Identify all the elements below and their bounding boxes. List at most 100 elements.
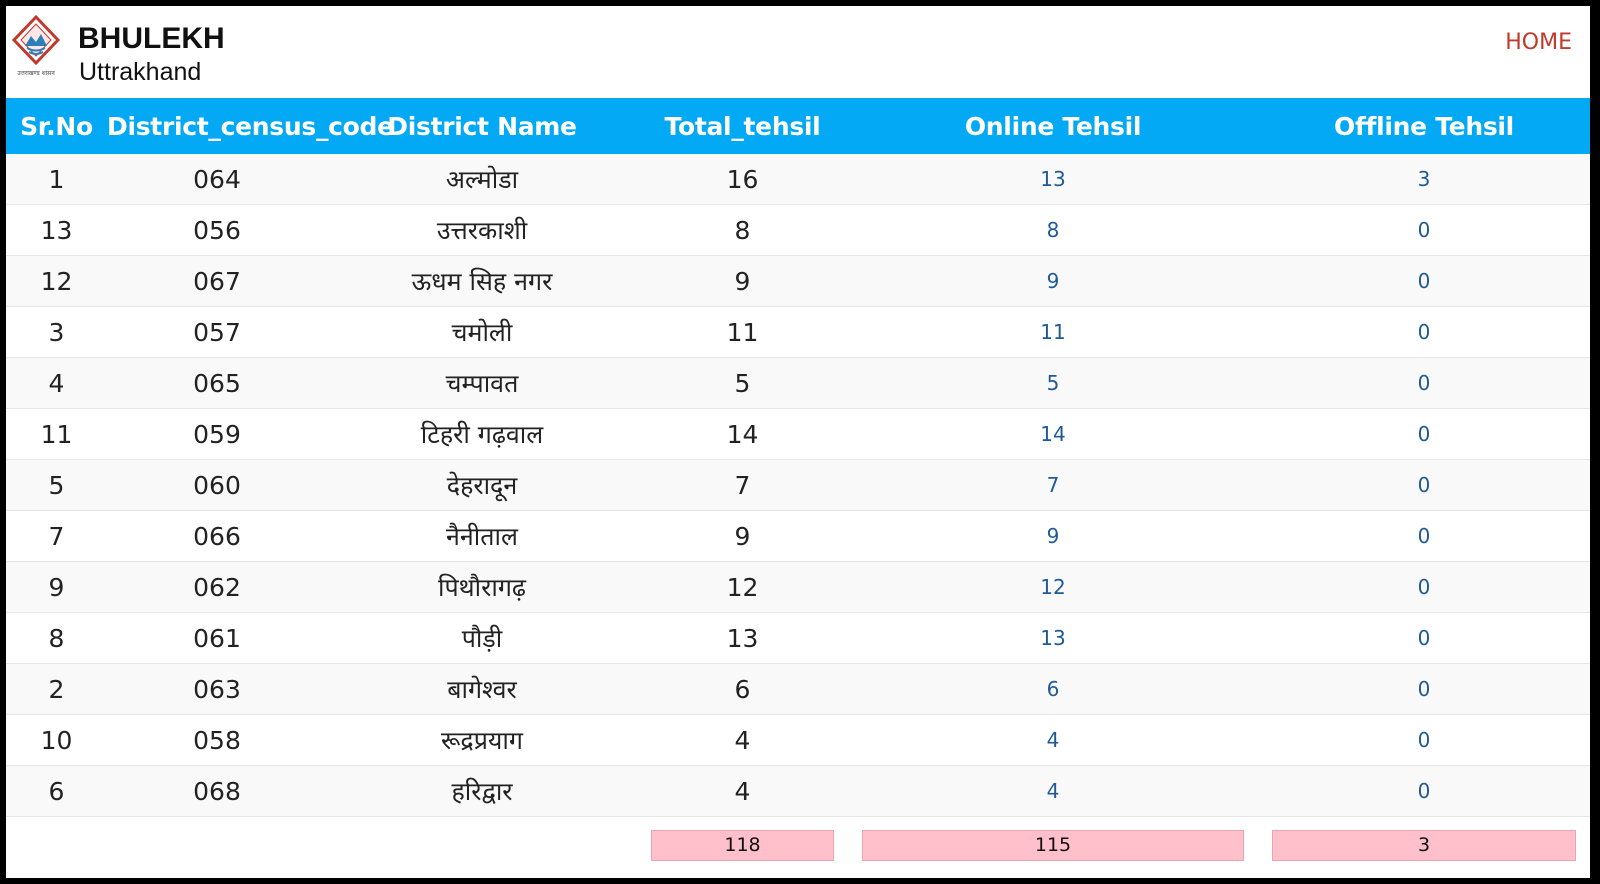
district-name-cell: देहरादून [327, 459, 637, 511]
online-tehsil-link[interactable]: 14 [1040, 422, 1066, 446]
census-code-cell: 056 [107, 204, 327, 256]
online-tehsil-cell: 9 [848, 255, 1258, 307]
online-tehsil-link[interactable]: 7 [1046, 473, 1060, 497]
total-offline-sum: 3 [1272, 829, 1576, 861]
header-total-tehsil: Total_tehsil [637, 98, 848, 154]
table-row: 3 057 चमोली 11 11 0 [6, 306, 1590, 358]
offline-tehsil-link[interactable]: 0 [1417, 422, 1431, 446]
table-row: 10 058 रूद्रप्रयाग 4 4 0 [6, 714, 1590, 766]
app-title: BHULEKH [78, 22, 225, 55]
table-row: 13 056 उत्तरकाशी 8 8 0 [6, 204, 1590, 256]
census-code-cell: 062 [107, 561, 327, 613]
online-tehsil-cell: 7 [848, 459, 1258, 511]
sr-no-cell: 9 [6, 561, 107, 613]
total-tehsil-cell: 8 [637, 204, 848, 256]
logo-caption: उत्तराखण्ड शासन [17, 70, 55, 77]
sr-no-cell: 10 [6, 714, 107, 766]
online-tehsil-cell: 9 [848, 510, 1258, 562]
online-tehsil-link[interactable]: 9 [1046, 524, 1060, 548]
total-tehsil-sum: 118 [651, 829, 834, 861]
total-tehsil-cell: 14 [637, 408, 848, 460]
offline-tehsil-cell: 0 [1258, 612, 1590, 664]
table-body: 1 064 अल्मोडा 16 13 3 13 056 उत्तरकाशी 8 8 0 12 067 ऊध… [6, 154, 1590, 817]
table-row: 1 064 अल्मोडा 16 13 3 [6, 154, 1590, 205]
table-row: 12 067 ऊधम सिह नगर 9 9 0 [6, 255, 1590, 307]
total-tehsil-cell: 4 [637, 714, 848, 766]
online-tehsil-cell: 13 [848, 612, 1258, 664]
district-name-cell: नैनीताल [327, 510, 637, 562]
header-district-name: District Name [327, 98, 637, 154]
offline-tehsil-link[interactable]: 0 [1417, 320, 1431, 344]
census-code-cell: 061 [107, 612, 327, 664]
offline-tehsil-cell: 0 [1258, 765, 1590, 817]
offline-tehsil-cell: 0 [1258, 408, 1590, 460]
offline-tehsil-cell: 0 [1258, 255, 1590, 307]
district-name-cell: हरिद्वार [327, 765, 637, 817]
offline-tehsil-link[interactable]: 3 [1417, 167, 1431, 191]
header-offline-tehsil: Offline Tehsil [1258, 98, 1590, 154]
offline-tehsil-link[interactable]: 0 [1417, 626, 1431, 650]
district-name-cell: टिहरी गढ़वाल [327, 408, 637, 460]
total-tehsil-cell: 4 [637, 765, 848, 817]
sr-no-cell: 6 [6, 765, 107, 817]
total-tehsil-cell: 16 [637, 154, 848, 205]
district-tehsil-table: Sr.No District_census_code District Name… [6, 98, 1590, 863]
page-frame: उत्तराखण्ड शासन BHULEKH Uttrakhand HOME … [6, 6, 1590, 878]
offline-tehsil-link[interactable]: 0 [1417, 473, 1431, 497]
total-tehsil-cell: 11 [637, 306, 848, 358]
sr-no-cell: 7 [6, 510, 107, 562]
census-code-cell: 063 [107, 663, 327, 715]
total-tehsil-cell: 6 [637, 663, 848, 715]
offline-tehsil-link[interactable]: 0 [1417, 524, 1431, 548]
home-link[interactable]: HOME [1505, 30, 1572, 55]
online-tehsil-link[interactable]: 13 [1040, 626, 1066, 650]
online-tehsil-link[interactable]: 12 [1040, 575, 1066, 599]
online-tehsil-link[interactable]: 11 [1040, 320, 1066, 344]
header: उत्तराखण्ड शासन BHULEKH Uttrakhand HOME [6, 6, 1590, 98]
offline-tehsil-link[interactable]: 0 [1417, 728, 1431, 752]
offline-tehsil-link[interactable]: 0 [1417, 371, 1431, 395]
online-tehsil-cell: 11 [848, 306, 1258, 358]
sr-no-cell: 5 [6, 459, 107, 511]
online-tehsil-link[interactable]: 4 [1046, 779, 1060, 803]
census-code-cell: 065 [107, 357, 327, 409]
offline-tehsil-cell: 0 [1258, 459, 1590, 511]
sr-no-cell: 11 [6, 408, 107, 460]
district-name-cell: अल्मोडा [327, 154, 637, 205]
total-offline-cell: 3 [1258, 817, 1590, 864]
online-tehsil-link[interactable]: 13 [1040, 167, 1066, 191]
header-district-census-code: District_census_code [107, 98, 394, 154]
online-tehsil-link[interactable]: 9 [1046, 269, 1060, 293]
table-row: 4 065 चम्पावत 5 5 0 [6, 357, 1590, 409]
sr-no-cell: 12 [6, 255, 107, 307]
offline-tehsil-link[interactable]: 0 [1417, 218, 1431, 242]
offline-tehsil-cell: 3 [1258, 154, 1590, 205]
online-tehsil-link[interactable]: 8 [1046, 218, 1060, 242]
offline-tehsil-cell: 0 [1258, 357, 1590, 409]
offline-tehsil-link[interactable]: 0 [1417, 779, 1431, 803]
offline-tehsil-link[interactable]: 0 [1417, 575, 1431, 599]
offline-tehsil-link[interactable]: 0 [1417, 677, 1431, 701]
offline-tehsil-cell: 0 [1258, 510, 1590, 562]
sr-no-cell: 1 [6, 154, 107, 205]
offline-tehsil-cell: 0 [1258, 204, 1590, 256]
table-row: 9 062 पिथौरागढ़ 12 12 0 [6, 561, 1590, 613]
offline-tehsil-cell: 0 [1258, 306, 1590, 358]
total-online-cell: 115 [848, 817, 1258, 864]
online-tehsil-cell: 12 [848, 561, 1258, 613]
total-tehsil-cell: 12 [637, 561, 848, 613]
offline-tehsil-link[interactable]: 0 [1417, 269, 1431, 293]
online-tehsil-link[interactable]: 6 [1046, 677, 1060, 701]
district-name-cell: बागेश्वर [327, 663, 637, 715]
online-tehsil-cell: 4 [848, 765, 1258, 817]
online-tehsil-cell: 6 [848, 663, 1258, 715]
table-header-row: Sr.No District_census_code District Name… [6, 98, 1590, 154]
census-code-cell: 064 [107, 154, 327, 205]
district-name-cell: रूद्रप्रयाग [327, 714, 637, 766]
total-tehsil-cell: 7 [637, 459, 848, 511]
online-tehsil-link[interactable]: 4 [1046, 728, 1060, 752]
offline-tehsil-cell: 0 [1258, 561, 1590, 613]
online-tehsil-cell: 8 [848, 204, 1258, 256]
online-tehsil-link[interactable]: 5 [1046, 371, 1060, 395]
header-online-tehsil: Online Tehsil [848, 98, 1258, 154]
